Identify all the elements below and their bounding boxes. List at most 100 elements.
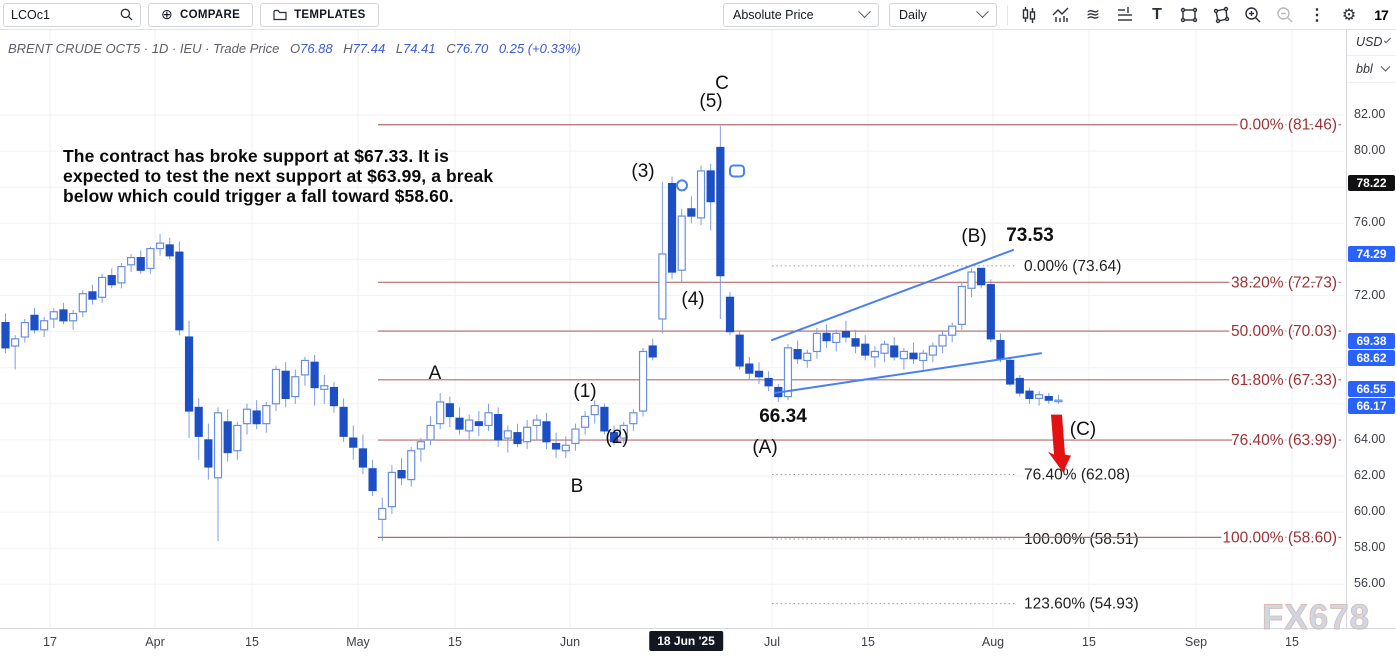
symbol-legend[interactable]: BRENT CRUDE OCT5 · 1D · IEU · Trade Pric… bbox=[8, 41, 581, 56]
wave-labels: C(5) (3) (4) A (1) (2) B (A) 66.34 (B) 73.53 (C) bbox=[429, 73, 1097, 497]
chevron-down-icon bbox=[1380, 61, 1391, 72]
price-badge: 69.38 bbox=[1348, 333, 1395, 350]
svg-text:50.00% (70.03): 50.00% (70.03) bbox=[1231, 323, 1337, 340]
circle-marker[interactable] bbox=[676, 179, 688, 192]
price-badge: 66.17 bbox=[1348, 397, 1395, 414]
zoom-in-icon[interactable] bbox=[1242, 4, 1264, 26]
square-marker[interactable] bbox=[729, 164, 745, 178]
down-arrow[interactable] bbox=[1048, 414, 1071, 473]
wave-label: (5) bbox=[699, 91, 722, 112]
low-label: L bbox=[395, 41, 404, 56]
price-tick: 64.00 bbox=[1354, 431, 1386, 446]
price-tick: 80.00 bbox=[1354, 143, 1386, 158]
unit-select[interactable]: bbl bbox=[1347, 56, 1396, 83]
symbol-search-input[interactable]: LCOc1 bbox=[3, 2, 141, 27]
chevron-down-icon bbox=[1384, 35, 1392, 43]
svg-text:76.40% (62.08): 76.40% (62.08) bbox=[1024, 467, 1130, 484]
trendline[interactable] bbox=[774, 352, 1042, 394]
time-tick: 15 bbox=[1285, 635, 1299, 649]
time-tick: 17 bbox=[43, 635, 57, 649]
top-toolbar: LCOc1 ⊕ COMPARE TEMPLATES Absolute Price bbox=[0, 0, 1396, 30]
annotation-line: below which could trigger a fall toward … bbox=[63, 186, 454, 206]
price-tick: 72.00 bbox=[1354, 287, 1386, 302]
svg-text:100.00% (58.60): 100.00% (58.60) bbox=[1222, 529, 1337, 546]
wave-label: (3) bbox=[631, 161, 654, 182]
time-tick: May bbox=[346, 635, 370, 649]
chevron-down-icon bbox=[858, 5, 871, 19]
svg-text:76.40% (63.99): 76.40% (63.99) bbox=[1231, 432, 1337, 449]
wave-label: C bbox=[715, 73, 729, 94]
price-tick: 56.00 bbox=[1354, 576, 1386, 591]
svg-text:0.00% (81.46): 0.00% (81.46) bbox=[1240, 117, 1337, 134]
wave-label: (1) bbox=[573, 381, 596, 402]
open-value: 76.88 bbox=[300, 41, 333, 56]
zoom-out-icon[interactable] bbox=[1274, 4, 1296, 26]
price-tick: 60.00 bbox=[1354, 504, 1386, 519]
wave-label: A bbox=[429, 363, 442, 384]
time-tick: Jul bbox=[764, 635, 780, 649]
gridlines bbox=[0, 29, 1345, 628]
svg-text:61.80% (67.33): 61.80% (67.33) bbox=[1231, 372, 1337, 389]
chevron-down-icon bbox=[976, 5, 989, 19]
wave-label: (C) bbox=[1070, 419, 1096, 440]
svg-text:38.20% (72.73): 38.20% (72.73) bbox=[1231, 274, 1337, 291]
time-tick: 15 bbox=[1082, 635, 1096, 649]
wave-label: B bbox=[571, 476, 584, 497]
change-value: 0.25 (+0.33%) bbox=[498, 41, 581, 56]
wave-label: (B) bbox=[961, 226, 986, 247]
templates-button[interactable]: TEMPLATES bbox=[260, 2, 379, 27]
open-label: O bbox=[289, 41, 301, 56]
low-value: 74.41 bbox=[403, 41, 436, 56]
rectangle-tool-icon[interactable] bbox=[1178, 4, 1200, 26]
time-tick: 15 bbox=[448, 635, 462, 649]
price-tick: 62.00 bbox=[1354, 468, 1386, 482]
candlestick-style-icon[interactable] bbox=[1018, 4, 1040, 26]
time-tick: 15 bbox=[245, 635, 259, 649]
price-mode-select[interactable]: Absolute Price bbox=[723, 2, 879, 27]
fib-retracement-icon[interactable] bbox=[1114, 4, 1136, 26]
compare-button[interactable]: ⊕ COMPARE bbox=[148, 2, 254, 27]
search-icon bbox=[120, 8, 133, 21]
wave-label: (2) bbox=[605, 427, 628, 448]
settings-gear-icon[interactable]: ⚙ bbox=[1341, 6, 1357, 24]
high-label: H bbox=[343, 41, 353, 56]
fib-primary[interactable]: 0.00% (81.46) 38.20% (72.73) 50.00% (70.03… bbox=[378, 114, 1341, 549]
candles-layer bbox=[1, 125, 1063, 541]
price-tick: 76.00 bbox=[1354, 215, 1386, 230]
more-options-icon[interactable]: ⋮ bbox=[1309, 6, 1325, 24]
price-badge: 66.55 bbox=[1348, 380, 1395, 397]
wave-label: (A) bbox=[752, 437, 777, 458]
annotation-line: The contract has broke support at $67.33… bbox=[63, 146, 449, 166]
price-axis[interactable]: USD bbl 82.00 80.00 76.00 72.00 64.00 62.00 60… bbox=[1346, 29, 1396, 628]
svg-text:123.60% (54.93): 123.60% (54.93) bbox=[1024, 596, 1139, 613]
wave-label: 73.53 bbox=[1006, 225, 1054, 246]
price-tick: 58.00 bbox=[1354, 540, 1386, 555]
tradingview-logo[interactable]: 17 bbox=[1374, 6, 1389, 23]
text-tool-icon[interactable]: T bbox=[1152, 5, 1162, 23]
polygon-tool-icon[interactable] bbox=[1210, 4, 1232, 26]
time-tick: Aug bbox=[981, 635, 1005, 649]
wave-label: (4) bbox=[681, 289, 704, 310]
time-axis[interactable]: 17 Apr 15 May 15 Jun Jul 15 Aug 15 Sep 15 18 Jun '25 bbox=[0, 628, 1396, 656]
close-label: C bbox=[446, 41, 456, 56]
selected-date-badge: 18 Jun '25 bbox=[649, 631, 723, 651]
annotation-line: expected to test the next support at $63… bbox=[63, 166, 494, 186]
close-value: 76.70 bbox=[455, 41, 489, 56]
analysis-annotation: The contract has broke support at $67.33… bbox=[63, 146, 493, 206]
interval-select[interactable]: Daily bbox=[889, 2, 997, 27]
wave-label: 66.34 bbox=[759, 406, 807, 427]
price-badge: 78.22 bbox=[1348, 175, 1395, 192]
svg-text:0.00% (73.64): 0.00% (73.64) bbox=[1024, 258, 1121, 275]
waves-pattern-icon[interactable]: ≋ bbox=[1085, 4, 1101, 24]
indicators-icon[interactable] bbox=[1050, 4, 1072, 26]
legend-title: BRENT CRUDE OCT5 · 1D · IEU · Trade Pric… bbox=[8, 41, 280, 56]
currency-select[interactable]: USD bbox=[1347, 29, 1396, 56]
time-tick: 15 bbox=[861, 635, 875, 649]
price-tick: 82.00 bbox=[1354, 107, 1386, 121]
time-tick: Jun bbox=[559, 635, 581, 649]
fib-secondary[interactable]: 0.00% (73.64) 76.40% (62.08) 100.00% (58.5… bbox=[772, 258, 1139, 613]
symbol-label: LCOc1 bbox=[11, 7, 50, 22]
price-badge: 68.62 bbox=[1348, 350, 1395, 367]
trendline[interactable] bbox=[771, 249, 1014, 342]
